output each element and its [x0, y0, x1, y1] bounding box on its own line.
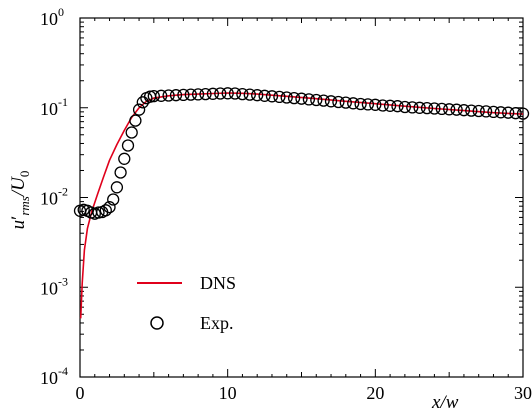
- series-exp-point: [221, 87, 234, 100]
- series-exp-point: [129, 114, 142, 127]
- series-exp-point: [494, 106, 507, 119]
- series-exp-point: [324, 95, 338, 108]
- series-exp-point: [118, 152, 131, 165]
- legend: DNS Exp.: [137, 273, 236, 333]
- series-exp-point: [465, 104, 478, 117]
- series-exp-point: [114, 166, 127, 179]
- series-exp-point: [339, 96, 352, 109]
- series-exp-point: [177, 88, 190, 102]
- series-exp-point: [99, 204, 112, 217]
- series-exp-point: [92, 206, 105, 219]
- series-exp-point: [450, 103, 463, 116]
- series-exp-point: [428, 102, 441, 115]
- series-exp-point: [391, 100, 404, 113]
- series-exp-point: [354, 97, 367, 111]
- x-tick-label: 30: [514, 383, 532, 403]
- series-exp-point: [103, 201, 116, 214]
- series-exp-point: [406, 101, 419, 114]
- series-exp-point: [155, 89, 168, 102]
- series-exp-point: [110, 181, 124, 194]
- y-tick-label: 100: [40, 5, 64, 29]
- series-exp-point: [228, 87, 242, 100]
- series-exp-point: [509, 107, 522, 120]
- series-dns-line: [79, 92, 524, 319]
- series-exp-point: [420, 101, 434, 115]
- series-exp-point: [435, 102, 448, 116]
- series-exp-point: [413, 101, 426, 114]
- y-axis-label: u′rms/U0: [8, 171, 32, 230]
- series-exp-point: [206, 87, 220, 100]
- series-exp-point: [332, 95, 345, 109]
- series-exp-point: [398, 100, 412, 114]
- series-exp-point: [199, 87, 212, 101]
- series-exp-point: [287, 91, 301, 105]
- series-exp-point: [243, 88, 256, 101]
- y-tick-label: 10-4: [40, 364, 68, 388]
- x-tick-label: 10: [219, 383, 237, 403]
- series-exp-point: [125, 126, 138, 139]
- series-exp-point: [251, 89, 264, 102]
- series-exp-point: [191, 88, 205, 101]
- series-exp-point: [162, 89, 175, 102]
- series-exp-point: [236, 87, 249, 101]
- legend-exp-marker: [150, 316, 164, 330]
- series-exp-point: [280, 91, 293, 104]
- series-exp-point: [383, 99, 397, 112]
- plot-area: 0 10 20 30 100 10-1 10-2 10-3 10-4: [40, 5, 532, 403]
- series-exp-point: [310, 93, 323, 107]
- series-exp-point: [361, 98, 375, 111]
- series-exp-point: [258, 89, 271, 102]
- series-exp-point: [317, 94, 330, 107]
- series-exp-point: [347, 97, 360, 110]
- series-exp-point: [302, 93, 316, 106]
- series-exp-point: [376, 99, 389, 112]
- series-exp-point: [214, 87, 227, 100]
- series-exp-point: [443, 103, 456, 116]
- x-tick-label: 20: [366, 383, 384, 403]
- x-axis-label: x/w: [431, 392, 459, 413]
- series-exp-point: [184, 88, 197, 101]
- series-exp-point: [107, 193, 120, 206]
- series-exp-point: [516, 107, 530, 120]
- y-tick-label: 10-2: [40, 185, 68, 209]
- series-exp-point: [502, 106, 515, 119]
- series-exp-point: [479, 105, 493, 118]
- legend-dns-label: DNS: [200, 273, 236, 293]
- legend-exp-label: Exp.: [200, 313, 234, 333]
- series-exp-point: [273, 90, 286, 104]
- series-exp-point: [472, 104, 485, 118]
- x-tick-label: 0: [76, 383, 85, 403]
- series-exp-point: [132, 103, 146, 116]
- series-exp-point: [295, 92, 308, 105]
- plot-frame: [79, 17, 524, 378]
- series-exp-point: [169, 89, 183, 102]
- y-tick-label: 10-3: [40, 274, 68, 298]
- series-exp-point: [121, 139, 135, 152]
- series-exp-point: [457, 104, 471, 117]
- y-tick-label: 10-1: [40, 95, 68, 119]
- series-exp-point: [487, 105, 500, 119]
- series-exp-point: [147, 89, 160, 103]
- series-exp-point: [265, 90, 279, 103]
- series-exp-point: [369, 98, 382, 111]
